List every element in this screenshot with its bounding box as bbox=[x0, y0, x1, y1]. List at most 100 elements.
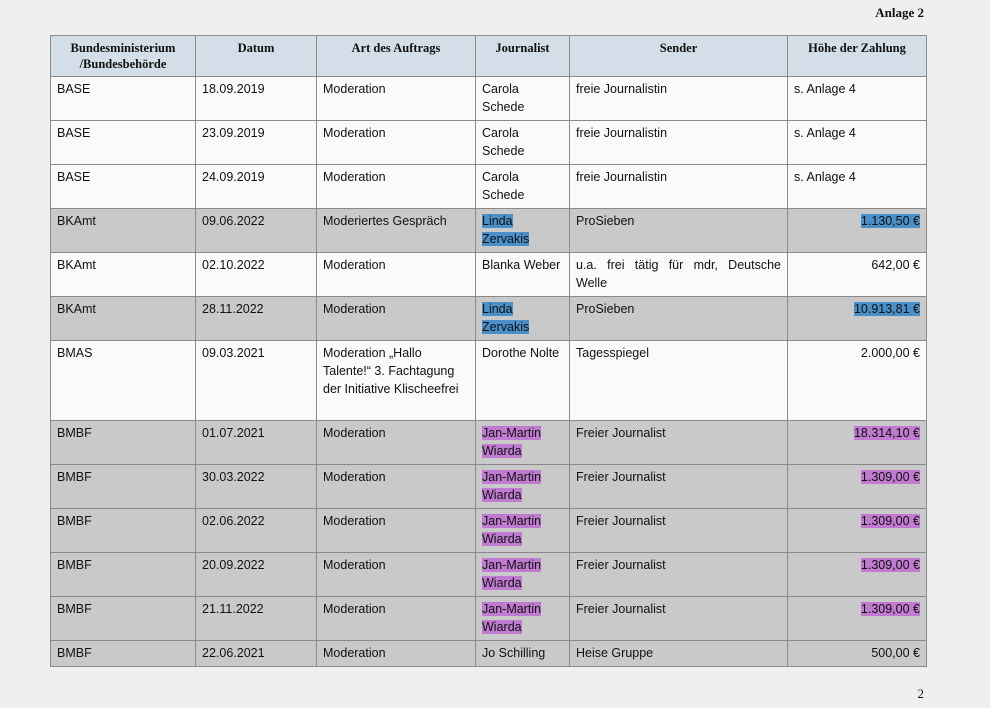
cell-amount: 1.130,50 € bbox=[787, 208, 927, 253]
cell-type: Moderation „Hallo Talente!“ 3. Fachtagun… bbox=[316, 340, 476, 421]
cell-amount: s. Anlage 4 bbox=[787, 164, 927, 209]
cell-journalist: Jan-Martin Wiarda bbox=[475, 596, 570, 641]
cell-amount: 10.913,81 € bbox=[787, 296, 927, 341]
header-type: Art des Auftrags bbox=[316, 35, 476, 77]
table-row: BASE 24.09.2019 Moderation Carola Schede… bbox=[50, 164, 927, 209]
cell-journalist: Linda Zervakis bbox=[475, 208, 570, 253]
cell-journalist: Linda Zervakis bbox=[475, 296, 570, 341]
cell-ministry: BASE bbox=[50, 76, 196, 121]
cell-journalist: Jan-Martin Wiarda bbox=[475, 508, 570, 553]
cell-type: Moderation bbox=[316, 252, 476, 297]
table-row: BMAS 09.03.2021 Moderation „Hallo Talent… bbox=[50, 340, 927, 421]
cell-date: 20.09.2022 bbox=[195, 552, 317, 597]
cell-sender: Freier Journalist bbox=[569, 420, 788, 465]
header-sender: Sender bbox=[569, 35, 788, 77]
highlighted-amount: 1.309,00 € bbox=[860, 602, 920, 616]
cell-type: Moderation bbox=[316, 164, 476, 209]
highlighted-amount: 18.314,10 € bbox=[853, 426, 920, 440]
cell-date: 01.07.2021 bbox=[195, 420, 317, 465]
header-date: Datum bbox=[195, 35, 317, 77]
cell-ministry: BMBF bbox=[50, 552, 196, 597]
highlighted-amount: 1.309,00 € bbox=[860, 470, 920, 484]
table-header-row: Bundesministerium/Bundesbehörde Datum Ar… bbox=[50, 35, 927, 77]
cell-ministry: BKAmt bbox=[50, 208, 196, 253]
cell-type: Moderation bbox=[316, 596, 476, 641]
table-row: BMBF 01.07.2021 Moderation Jan-Martin Wi… bbox=[50, 420, 927, 465]
highlighted-amount: 1.309,00 € bbox=[860, 514, 920, 528]
cell-sender: Freier Journalist bbox=[569, 508, 788, 553]
header-journalist: Journalist bbox=[475, 35, 570, 77]
table-row: BMBF 22.06.2021 Moderation Jo Schilling … bbox=[50, 640, 927, 667]
cell-amount: 1.309,00 € bbox=[787, 464, 927, 509]
cell-date: 18.09.2019 bbox=[195, 76, 317, 121]
cell-ministry: BKAmt bbox=[50, 252, 196, 297]
cell-date: 24.09.2019 bbox=[195, 164, 317, 209]
cell-type: Moderation bbox=[316, 76, 476, 121]
header-ministry-line1: Bundesministerium bbox=[70, 41, 176, 55]
cell-sender: ProSieben bbox=[569, 296, 788, 341]
highlighted-journalist: Jan-Martin Wiarda bbox=[482, 514, 542, 546]
cell-type: Moderation bbox=[316, 464, 476, 509]
cell-type: Moderation bbox=[316, 508, 476, 553]
cell-amount: 1.309,00 € bbox=[787, 596, 927, 641]
cell-journalist: Jan-Martin Wiarda bbox=[475, 464, 570, 509]
table-row: BMBF 30.03.2022 Moderation Jan-Martin Wi… bbox=[50, 464, 927, 509]
cell-journalist: Jan-Martin Wiarda bbox=[475, 420, 570, 465]
cell-date: 28.11.2022 bbox=[195, 296, 317, 341]
cell-sender: freie Journalistin bbox=[569, 76, 788, 121]
cell-sender: freie Journalistin bbox=[569, 164, 788, 209]
cell-type: Moderation bbox=[316, 120, 476, 165]
cell-date: 23.09.2019 bbox=[195, 120, 317, 165]
header-ministry: Bundesministerium/Bundesbehörde bbox=[50, 35, 196, 77]
cell-journalist: Jan-Martin Wiarda bbox=[475, 552, 570, 597]
cell-sender: ProSieben bbox=[569, 208, 788, 253]
cell-ministry: BASE bbox=[50, 164, 196, 209]
cell-sender: Tagesspiegel bbox=[569, 340, 788, 421]
cell-ministry: BMBF bbox=[50, 640, 196, 667]
cell-ministry: BMBF bbox=[50, 508, 196, 553]
cell-sender: Freier Journalist bbox=[569, 552, 788, 597]
cell-type: Moderation bbox=[316, 420, 476, 465]
cell-date: 21.11.2022 bbox=[195, 596, 317, 641]
header-amount: Höhe der Zahlung bbox=[787, 35, 927, 77]
cell-journalist: Carola Schede bbox=[475, 120, 570, 165]
cell-type: Moderation bbox=[316, 640, 476, 667]
cell-amount: 642,00 € bbox=[787, 252, 927, 297]
annex-label: Anlage 2 bbox=[875, 5, 924, 20]
cell-journalist: Jo Schilling bbox=[475, 640, 570, 667]
cell-date: 09.03.2021 bbox=[195, 340, 317, 421]
cell-ministry: BMBF bbox=[50, 420, 196, 465]
highlighted-journalist: Jan-Martin Wiarda bbox=[482, 470, 542, 502]
cell-ministry: BMBF bbox=[50, 596, 196, 641]
cell-amount: 1.309,00 € bbox=[787, 552, 927, 597]
cell-ministry: BMBF bbox=[50, 464, 196, 509]
highlighted-journalist: Jan-Martin Wiarda bbox=[482, 426, 542, 458]
cell-type: Moderation bbox=[316, 296, 476, 341]
table-row: BKAmt 28.11.2022 Moderation Linda Zervak… bbox=[50, 296, 927, 341]
cell-date: 30.03.2022 bbox=[195, 464, 317, 509]
payments-table: Bundesministerium/Bundesbehörde Datum Ar… bbox=[50, 35, 927, 667]
table-row: BMBF 02.06.2022 Moderation Jan-Martin Wi… bbox=[50, 508, 927, 553]
highlighted-journalist: Linda Zervakis bbox=[482, 302, 530, 334]
cell-type: Moderation bbox=[316, 552, 476, 597]
cell-date: 02.10.2022 bbox=[195, 252, 317, 297]
highlighted-journalist: Jan-Martin Wiarda bbox=[482, 558, 542, 590]
highlighted-amount: 10.913,81 € bbox=[853, 302, 920, 316]
highlighted-journalist: Linda Zervakis bbox=[482, 214, 530, 246]
cell-sender: Freier Journalist bbox=[569, 464, 788, 509]
cell-date: 22.06.2021 bbox=[195, 640, 317, 667]
cell-amount: 500,00 € bbox=[787, 640, 927, 667]
table-row: BMBF 20.09.2022 Moderation Jan-Martin Wi… bbox=[50, 552, 927, 597]
table-row: BASE 18.09.2019 Moderation Carola Schede… bbox=[50, 76, 927, 121]
table-row: BKAmt 02.10.2022 Moderation Blanka Weber… bbox=[50, 252, 927, 297]
cell-amount: 1.309,00 € bbox=[787, 508, 927, 553]
cell-ministry: BKAmt bbox=[50, 296, 196, 341]
cell-sender: Freier Journalist bbox=[569, 596, 788, 641]
cell-amount: 18.314,10 € bbox=[787, 420, 927, 465]
header-ministry-line2: /Bundesbehörde bbox=[79, 57, 167, 71]
table-row: BASE 23.09.2019 Moderation Carola Schede… bbox=[50, 120, 927, 165]
cell-journalist: Blanka Weber bbox=[475, 252, 570, 297]
cell-amount: s. Anlage 4 bbox=[787, 120, 927, 165]
cell-amount: 2.000,00 € bbox=[787, 340, 927, 421]
highlighted-amount: 1.309,00 € bbox=[860, 558, 920, 572]
